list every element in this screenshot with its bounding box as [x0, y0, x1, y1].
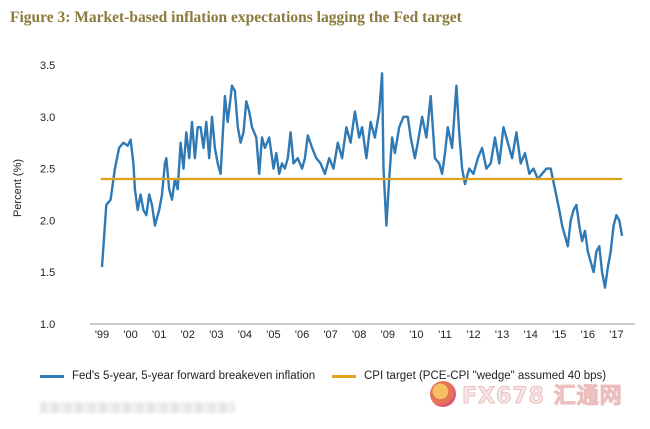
watermark: FX678 汇通网	[430, 378, 623, 410]
blurred-source-note	[40, 402, 235, 413]
y-tick-label: 3.0	[40, 112, 55, 124]
y-tick-label: 3.5	[40, 60, 55, 72]
y-tick-label: 1.5	[40, 267, 55, 279]
x-tick-label: '14	[524, 329, 538, 341]
x-tick-label: '07	[323, 329, 337, 341]
legend-swatch-breakeven	[40, 374, 64, 378]
x-tick-label: '03	[209, 329, 223, 341]
watermark-logo-icon	[430, 381, 456, 407]
legend-item-cpi-target: CPI target (PCE-CPI "wedge" assumed 40 b…	[332, 370, 606, 382]
x-tick-label: '15	[552, 329, 566, 341]
x-tick-label: '05	[266, 329, 280, 341]
y-axis-label: Percent (%)	[12, 159, 24, 217]
x-tick-label: '12	[466, 329, 480, 341]
watermark-text: FX678 汇通网	[462, 384, 623, 410]
x-tick-label: '11	[438, 329, 452, 341]
x-tick-label: '02	[181, 329, 195, 341]
x-tick-label: '99	[95, 329, 109, 341]
x-tick-label: '13	[495, 329, 509, 341]
legend-label-cpi-target: CPI target (PCE-CPI "wedge" assumed 40 b…	[364, 370, 607, 382]
legend-swatch-cpi-target	[332, 374, 356, 378]
legend-label-breakeven: Fed's 5-year, 5-year forward breakeven i…	[72, 370, 316, 382]
x-tick-label: '16	[581, 329, 595, 341]
x-tick-label: '06	[295, 329, 309, 341]
x-tick-label: '01	[152, 329, 166, 341]
x-tick-label: '04	[238, 329, 252, 341]
y-tick-label: 1.0	[40, 319, 55, 331]
x-tick-label: '00	[123, 329, 137, 341]
legend-item-breakeven: Fed's 5-year, 5-year forward breakeven i…	[40, 370, 315, 382]
x-tick-label: '09	[381, 329, 395, 341]
x-ticks: '99 '00 '01 '02 '03 '04 '05 '06 '07 '08 '09 '10 '11 '…	[95, 329, 624, 341]
series-line-breakeven	[100, 72, 624, 289]
y-tick-label: 2.0	[40, 215, 55, 227]
x-tick-label: '10	[409, 329, 423, 341]
x-tick-label: '08	[352, 329, 366, 341]
chart-title: Figure 3: Market-based inflation expecta…	[10, 9, 462, 26]
x-tick-label: '17	[609, 329, 623, 341]
series-layer	[100, 72, 624, 289]
y-tick-label: 2.5	[40, 164, 55, 176]
y-ticks: 3.5 3.0 2.5 2.0 1.5 1.0	[40, 60, 55, 331]
